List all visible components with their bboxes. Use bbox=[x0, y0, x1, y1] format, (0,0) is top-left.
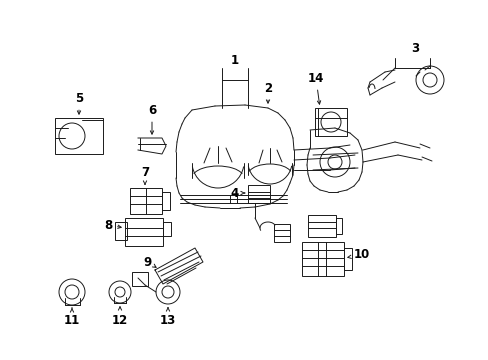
Bar bbox=[115, 222, 127, 240]
Bar bbox=[335, 218, 341, 234]
Bar bbox=[307, 215, 335, 237]
Text: 14: 14 bbox=[307, 72, 324, 104]
Bar bbox=[273, 224, 289, 242]
Bar bbox=[343, 248, 351, 270]
Bar bbox=[163, 222, 171, 236]
Bar bbox=[55, 118, 103, 154]
Bar bbox=[302, 242, 343, 276]
Bar bbox=[132, 272, 148, 286]
Text: 5: 5 bbox=[75, 91, 83, 114]
Text: 11: 11 bbox=[64, 308, 80, 327]
Bar bbox=[162, 192, 170, 210]
Bar bbox=[125, 218, 163, 246]
Text: 9: 9 bbox=[143, 256, 156, 269]
Text: 10: 10 bbox=[347, 248, 369, 261]
Text: 2: 2 bbox=[264, 81, 271, 103]
Text: 12: 12 bbox=[112, 307, 128, 327]
Bar bbox=[130, 188, 162, 214]
Text: 8: 8 bbox=[103, 219, 121, 231]
Text: 6: 6 bbox=[147, 104, 156, 134]
Text: 1: 1 bbox=[230, 54, 239, 67]
Bar bbox=[247, 185, 269, 203]
Text: 3: 3 bbox=[410, 41, 418, 54]
Text: 7: 7 bbox=[141, 166, 149, 184]
Text: 13: 13 bbox=[160, 308, 176, 327]
Bar bbox=[314, 108, 346, 136]
Text: 4: 4 bbox=[230, 186, 244, 199]
